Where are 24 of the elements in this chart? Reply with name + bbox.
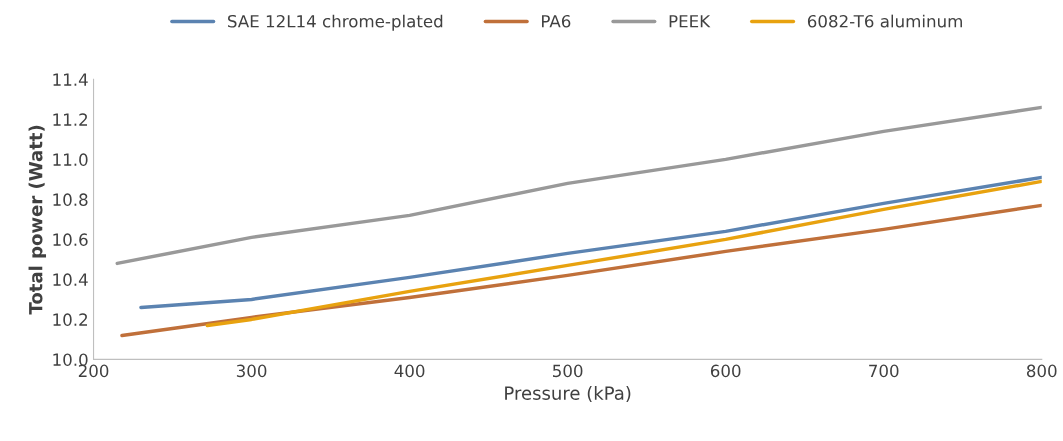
legend-label: 6082-T6 aluminum	[807, 14, 962, 28]
x-tick-label: 700	[869, 364, 899, 378]
y-tick-label: 11.2	[53, 113, 88, 126]
y-tick-label: 10.4	[53, 273, 88, 286]
legend-label: PEEK	[669, 15, 711, 28]
y-tick-label: 10.8	[53, 193, 88, 206]
y-tick-label: 11.4	[53, 73, 88, 86]
x-tick-label: 500	[553, 364, 583, 378]
legend-label: SAE 12L14 chrome-plated	[228, 14, 443, 31]
y-tick-label: 10.0	[53, 353, 88, 366]
y-axis-title: Total power (Watt)	[28, 125, 47, 315]
x-axis-title: Pressure (kPa)	[505, 385, 631, 403]
legend-label: PA6	[542, 14, 571, 28]
y-tick-label: 11.0	[53, 153, 88, 166]
y-tick-label: 10.2	[53, 313, 88, 326]
x-tick-label: 200	[78, 364, 109, 378]
line-series	[205, 179, 1042, 328]
x-tick-label: 400	[394, 364, 425, 378]
line-series	[115, 105, 1042, 266]
x-tick-label: 600	[710, 364, 741, 378]
x-tick-label: 800	[1026, 364, 1057, 378]
x-tick-label: 300	[236, 364, 267, 378]
y-tick-label: 10.6	[53, 233, 88, 246]
line-series	[139, 175, 1042, 310]
